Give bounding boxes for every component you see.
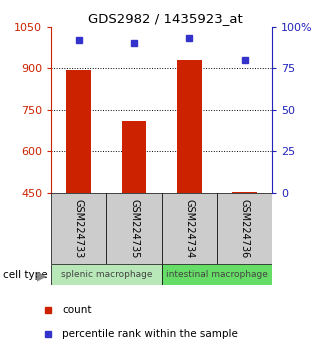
Bar: [51, 264, 162, 285]
Text: percentile rank within the sample: percentile rank within the sample: [62, 329, 238, 339]
Text: GSM224736: GSM224736: [240, 199, 249, 258]
Text: GSM224735: GSM224735: [129, 199, 139, 258]
Bar: [162, 264, 272, 285]
Bar: [177, 61, 202, 193]
Text: splenic macrophage: splenic macrophage: [61, 270, 152, 279]
Bar: [51, 193, 106, 264]
Text: GDS2982 / 1435923_at: GDS2982 / 1435923_at: [88, 12, 242, 25]
Bar: [122, 121, 147, 193]
Bar: [162, 193, 217, 264]
Text: cell type: cell type: [3, 270, 48, 280]
Bar: [232, 192, 257, 193]
Text: GSM224733: GSM224733: [74, 199, 84, 258]
Bar: [106, 193, 162, 264]
Bar: [66, 70, 91, 193]
Bar: [217, 193, 272, 264]
Text: intestinal macrophage: intestinal macrophage: [166, 270, 268, 279]
Text: ▶: ▶: [37, 269, 47, 282]
Text: GSM224734: GSM224734: [184, 199, 194, 258]
Text: count: count: [62, 305, 91, 315]
